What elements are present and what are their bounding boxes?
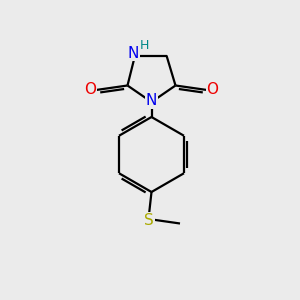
Text: N: N bbox=[128, 46, 139, 61]
Text: H: H bbox=[139, 39, 149, 52]
Text: O: O bbox=[85, 82, 97, 97]
Text: O: O bbox=[206, 82, 218, 97]
Text: S: S bbox=[144, 213, 154, 228]
Text: N: N bbox=[146, 93, 157, 108]
